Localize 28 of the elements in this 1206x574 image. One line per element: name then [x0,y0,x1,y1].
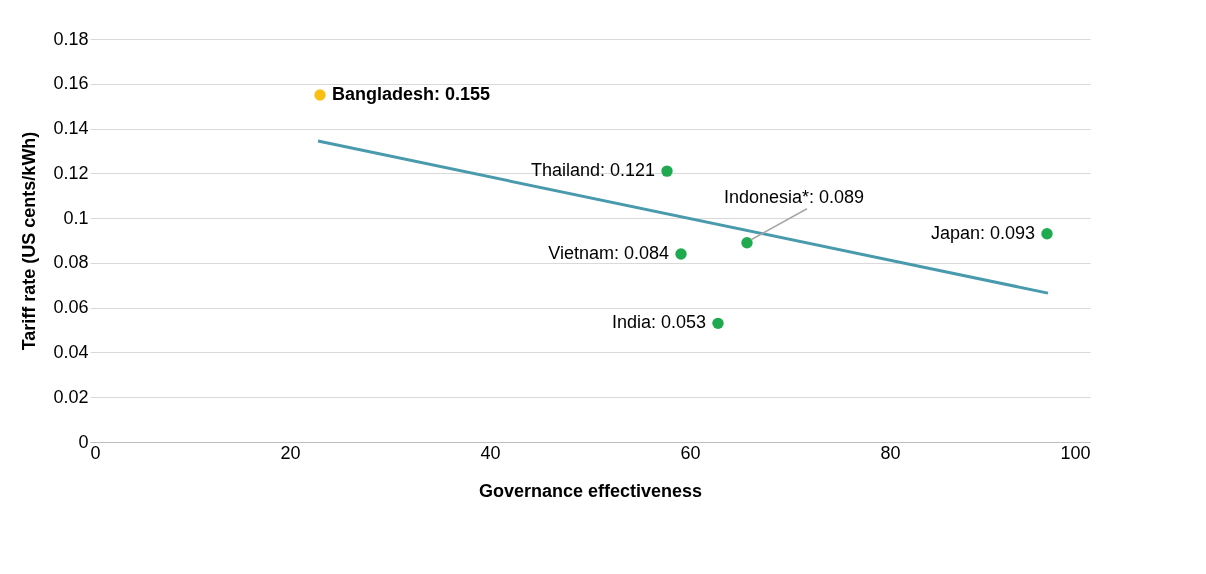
y-tick-label: 0.18 [53,28,89,49]
y-tick-label: 0.1 [63,207,89,228]
y-axis-title: Tariff rate (US cents/kWh) [19,131,40,351]
x-tick-label: 100 [1060,442,1091,463]
y-tick-label: 0.12 [53,162,89,183]
x-tick-label: 40 [480,442,501,463]
point [314,89,326,101]
y-tick-label: 0.06 [53,297,89,318]
annotation: Thailand: 0.121 [530,160,655,181]
point [1041,228,1053,240]
point [741,237,753,249]
point [712,317,724,330]
x-tick-label: 20 [280,442,301,463]
y-tick-label: 0.16 [53,73,89,94]
y-tick-label: 0.02 [53,386,89,407]
y-tick-label: 0.04 [53,341,89,362]
point [661,165,673,177]
point [675,248,687,260]
x-axis-title: Governance effectiveness [478,480,703,501]
y-tick-label: 0.14 [53,118,89,139]
annotation: India: 0.053 [611,312,706,333]
x-tick-label: 80 [880,442,901,463]
y-tick-label: 0.08 [53,252,89,273]
x-tick-label: 60 [680,442,701,463]
annotation: Indonesia*: 0.089 [724,186,865,207]
annotation: Japan: 0.093 [930,222,1035,243]
annotation: Bangladesh: 0.155 [332,83,491,104]
annotation: Vietnam: 0.084 [548,242,669,263]
